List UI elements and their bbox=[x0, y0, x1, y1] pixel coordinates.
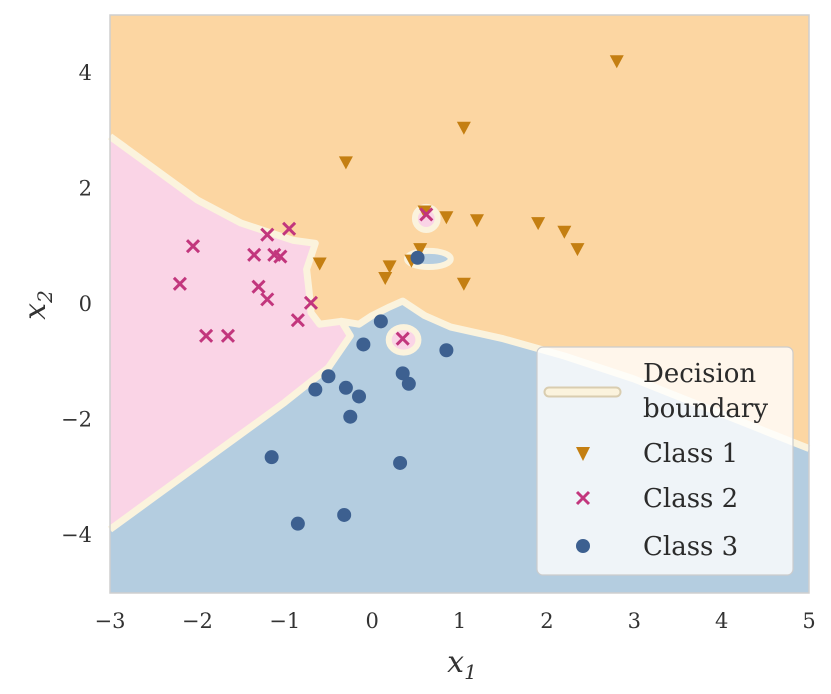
legend-boundary-label-line2: boundary bbox=[643, 394, 768, 424]
class1-point-14 bbox=[378, 271, 393, 285]
class3-point-4 bbox=[439, 343, 454, 358]
x-tick-label: 1 bbox=[453, 609, 466, 633]
class2-point-14 bbox=[419, 207, 434, 222]
plot-frame bbox=[109, 14, 810, 594]
class3-point-2 bbox=[373, 314, 388, 329]
legend-class1-label: Class 1 bbox=[643, 439, 738, 469]
legend-class3-marker bbox=[576, 539, 590, 553]
legend-class2-label: Class 2 bbox=[643, 484, 738, 514]
y-tick-label: 0 bbox=[79, 292, 92, 316]
legend-class1-marker bbox=[576, 447, 590, 461]
x-axis-ticks: −3 −2 −1 0 1 2 3 4 5 bbox=[95, 609, 816, 633]
class2-point-1 bbox=[185, 239, 201, 254]
class3-point-11 bbox=[343, 409, 358, 424]
class2-point-9 bbox=[260, 292, 275, 307]
class3-point-5 bbox=[321, 369, 336, 384]
x-tick-label: −1 bbox=[269, 609, 300, 633]
class3-point-8 bbox=[395, 366, 410, 381]
x-tick-label: 5 bbox=[802, 609, 815, 633]
class1-point-10 bbox=[413, 243, 428, 257]
class1-point-9 bbox=[570, 243, 585, 257]
legend: Decision boundary Class 1 Class 2 Class … bbox=[536, 346, 794, 576]
class2-point-3 bbox=[282, 221, 297, 236]
class1-point-8 bbox=[557, 225, 572, 239]
class3-point-10 bbox=[352, 389, 367, 404]
class1-point-5 bbox=[439, 211, 454, 225]
y-tick-label: 2 bbox=[79, 176, 92, 200]
class1-point-11 bbox=[312, 257, 327, 271]
class3-point-12 bbox=[264, 450, 279, 465]
class2-point-13 bbox=[220, 328, 236, 343]
x-tick-label: −3 bbox=[95, 609, 126, 633]
legend-class3-label: Class 3 bbox=[643, 532, 738, 562]
class2-point-10 bbox=[303, 295, 319, 310]
class2-point-6 bbox=[273, 249, 288, 264]
legend-class2-marker bbox=[575, 490, 591, 506]
class3-point-13 bbox=[393, 455, 408, 470]
class1-point-1 bbox=[609, 55, 624, 69]
y-tick-label: 4 bbox=[79, 61, 92, 85]
class2-point-2 bbox=[260, 227, 275, 242]
class2-point-11 bbox=[290, 313, 305, 328]
class3-point-15 bbox=[290, 516, 305, 531]
x-tick-label: 3 bbox=[628, 609, 641, 633]
x-tick-label: −2 bbox=[182, 609, 213, 633]
class1-point-6 bbox=[469, 214, 484, 228]
class2-point-12 bbox=[199, 328, 214, 343]
x-tick-label: 4 bbox=[715, 609, 728, 633]
legend-box bbox=[536, 346, 794, 576]
class2-point-4 bbox=[247, 247, 262, 262]
x-tick-label: 0 bbox=[365, 609, 378, 633]
class1-point-2 bbox=[456, 121, 471, 135]
class1-point-7 bbox=[531, 217, 546, 231]
y-tick-label: −4 bbox=[61, 523, 92, 547]
class3-point-7 bbox=[308, 382, 323, 397]
y-axis-label: x2 bbox=[18, 290, 57, 320]
x-axis-label: x1 bbox=[447, 645, 477, 684]
class3-point-14 bbox=[337, 507, 352, 522]
y-axis-ticks: −4 −2 0 2 4 bbox=[61, 61, 92, 547]
class3-point-9 bbox=[401, 376, 416, 391]
class3-point-6 bbox=[338, 380, 353, 395]
legend-boundary-label-line1: Decision bbox=[643, 359, 756, 389]
class2-point-7 bbox=[172, 276, 187, 291]
class1-region bbox=[110, 15, 809, 449]
class2-point-15 bbox=[395, 331, 410, 346]
class1-point-3 bbox=[338, 156, 353, 170]
class1-point-12 bbox=[382, 260, 397, 274]
class3-point-1 bbox=[410, 250, 425, 265]
class1-point-15 bbox=[456, 277, 471, 291]
class3-point-3 bbox=[356, 337, 371, 352]
data-points bbox=[172, 55, 624, 531]
decision-boundary-line-upper bbox=[107, 133, 342, 328]
class2-point-8 bbox=[251, 279, 266, 294]
y-tick-label: −2 bbox=[61, 408, 92, 432]
x-tick-label: 2 bbox=[540, 609, 553, 633]
